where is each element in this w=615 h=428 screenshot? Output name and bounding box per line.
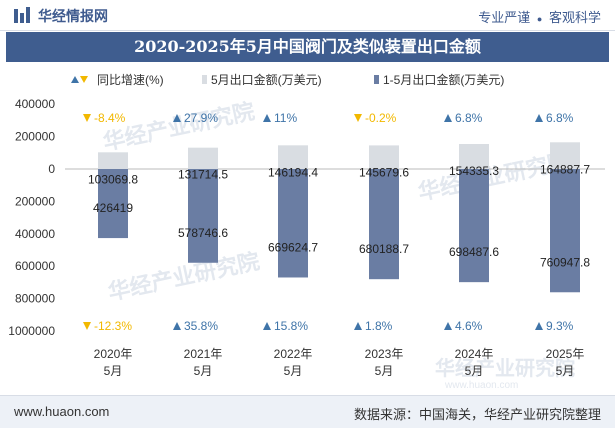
bar-ytd xyxy=(98,169,128,239)
x-category-label-year: 2021年 xyxy=(184,347,223,361)
x-category-label-month: 5月 xyxy=(556,364,575,378)
legend-ytd-label: 1-5月出口金额(万美元) xyxy=(383,72,504,87)
header-tagline: 专业严谨 ● 客观科学 xyxy=(478,7,601,26)
yoy-up-triangle-icon xyxy=(263,114,271,122)
watermark-text: 华经产业研究院 xyxy=(101,98,257,154)
x-category-label-year: 2025年 xyxy=(546,347,585,361)
ytd-value-label: 669624.7 xyxy=(268,240,318,254)
footer-bar: www.huaon.com 数据来源：中国海关，华经产业研究院整理 xyxy=(0,395,615,428)
header-bar: 华经情报网 专业严谨 ● 客观科学 xyxy=(0,0,615,31)
yoy-down-triangle-icon xyxy=(83,114,91,122)
may-value-label: 154335.3 xyxy=(449,164,499,178)
yoy-down-triangle-icon xyxy=(354,114,362,122)
title-bar: 2020-2025年5月中国阀门及类似装置出口金额 xyxy=(6,32,609,62)
yoy-up-triangle-icon xyxy=(444,322,452,330)
yoy-up-triangle-icon xyxy=(263,322,271,330)
legend-may-swatch xyxy=(202,75,207,84)
site-name: 华经情报网 xyxy=(38,8,108,24)
legend-yoy-label: 同比增速(%) xyxy=(97,73,164,87)
y-tick-label: 400000 xyxy=(15,97,55,111)
bar-may xyxy=(278,145,308,169)
may-yoy-label: 6.8% xyxy=(455,111,483,125)
x-category-label-year: 2023年 xyxy=(365,347,404,361)
bar-ytd xyxy=(369,169,399,280)
bar-may xyxy=(550,142,580,169)
tagline-right: 客观科学 xyxy=(548,10,601,25)
yoy-up-triangle-icon xyxy=(535,322,543,330)
y-tick-label: 0 xyxy=(48,162,55,176)
ytd-yoy-label: 35.8% xyxy=(184,319,218,333)
yoy-up-triangle-icon xyxy=(535,114,543,122)
y-tick-label: 200000 xyxy=(15,130,55,144)
ytd-yoy-label: 1.8% xyxy=(365,319,393,333)
yoy-up-triangle-icon xyxy=(444,114,452,122)
chart-title: 2020-2025年5月中国阀门及类似装置出口金额 xyxy=(134,37,481,56)
y-tick-label: 800000 xyxy=(15,292,55,306)
yoy-up-triangle-icon xyxy=(173,322,181,330)
ytd-value-label: 578746.6 xyxy=(178,226,228,240)
bar-may xyxy=(188,147,218,169)
y-tick-label: 1000000 xyxy=(8,324,55,338)
x-category-label-year: 2020年 xyxy=(94,347,133,361)
legend-may-label: 5月出口金额(万美元) xyxy=(211,72,322,87)
huajing-logo-icon xyxy=(14,7,30,23)
may-yoy-label: 11% xyxy=(274,111,297,125)
ytd-value-label: 426419 xyxy=(93,201,133,215)
tagline-separator: ● xyxy=(536,14,543,24)
data-source: 数据来源：中国海关，华经产业研究院整理 xyxy=(353,407,601,422)
x-category-label-month: 5月 xyxy=(194,364,213,378)
y-tick-label: 200000 xyxy=(15,194,55,208)
may-yoy-label: -8.4% xyxy=(94,111,126,125)
x-category-label-month: 5月 xyxy=(375,364,394,378)
may-yoy-label: 27.9% xyxy=(184,111,218,125)
x-category-label-month: 5月 xyxy=(465,364,484,378)
bar-ytd xyxy=(550,169,580,293)
ytd-yoy-label: -12.3% xyxy=(94,319,132,333)
tagline-left: 专业严谨 xyxy=(478,10,531,25)
legend-up-triangle-icon xyxy=(71,76,79,83)
x-category-label-month: 5月 xyxy=(104,364,123,378)
bar-may xyxy=(369,145,399,169)
x-category-label-year: 2024年 xyxy=(455,347,494,361)
watermark-text: 华经产业研究院 xyxy=(106,248,262,304)
may-yoy-label: -0.2% xyxy=(365,111,397,125)
website-link[interactable]: www.huaon.com xyxy=(14,404,110,419)
yoy-up-triangle-icon xyxy=(354,322,362,330)
watermark-text: 华经产业研究院 xyxy=(435,356,575,380)
may-value-label: 145679.6 xyxy=(359,165,409,179)
watermark-url: www.huaon.com xyxy=(444,380,518,391)
x-category-label-month: 5月 xyxy=(284,364,303,378)
ytd-yoy-label: 9.3% xyxy=(546,319,574,333)
bar-may xyxy=(98,152,128,169)
x-category-label-year: 2022年 xyxy=(274,347,313,361)
may-value-label: 103069.8 xyxy=(88,172,138,186)
bar-ytd xyxy=(278,169,308,278)
yoy-down-triangle-icon xyxy=(83,322,91,330)
ytd-yoy-label: 15.8% xyxy=(274,319,308,333)
legend-down-triangle-icon xyxy=(80,76,88,83)
y-tick-label: 600000 xyxy=(15,259,55,273)
bar-may xyxy=(459,143,489,169)
ytd-value-label: 760947.8 xyxy=(540,255,590,269)
ytd-value-label: 680188.7 xyxy=(359,242,409,256)
bar-ytd xyxy=(188,169,218,263)
may-value-label: 131714.5 xyxy=(178,168,228,182)
ytd-value-label: 698487.6 xyxy=(449,245,499,259)
legend-ytd-swatch xyxy=(374,75,379,84)
may-yoy-label: 6.8% xyxy=(546,111,574,125)
chart-area: 华经产业研究院华经产业研究院华经产业研究院华经产业研究院www.huaon.co… xyxy=(8,72,605,391)
yoy-up-triangle-icon xyxy=(173,114,181,122)
may-value-label: 164887.7 xyxy=(540,162,590,176)
may-value-label: 146194.4 xyxy=(268,165,318,179)
bar-ytd xyxy=(459,169,489,283)
y-tick-label: 400000 xyxy=(15,227,55,241)
ytd-yoy-label: 4.6% xyxy=(455,319,483,333)
